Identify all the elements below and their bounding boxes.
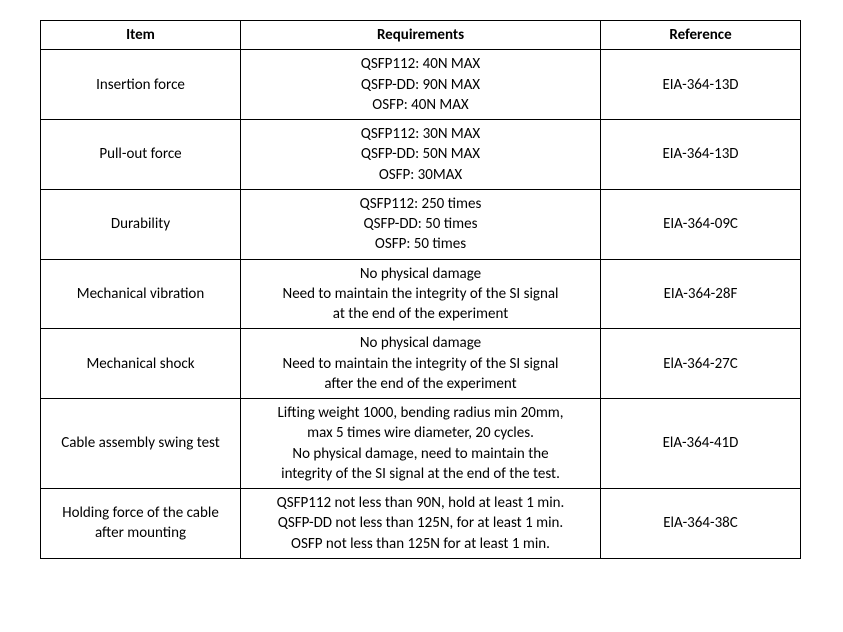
item-cell: Holding force of the cable after mountin… bbox=[41, 489, 241, 559]
item-cell: Durability bbox=[41, 189, 241, 259]
requirement-line: Need to maintain the integrity of the SI… bbox=[247, 354, 594, 374]
reference-cell: ElA-364-38C bbox=[601, 489, 801, 559]
requirements-cell: QSFP112: 40N MAX QSFP-DD: 90N MAX OSFP: … bbox=[241, 50, 601, 120]
requirement-line: QSFP112: 250 times bbox=[247, 194, 594, 214]
requirements-cell: QSFP112: 250 times QSFP-DD: 50 times OSF… bbox=[241, 189, 601, 259]
col-header-reference: Reference bbox=[601, 21, 801, 50]
table-row: Pull-out force QSFP112: 30N MAX QSFP-DD:… bbox=[41, 120, 801, 190]
table-header-row: Item Requirements Reference bbox=[41, 21, 801, 50]
requirement-line: OSFP: 50 times bbox=[247, 234, 594, 254]
requirement-line: QSFP-DD: 90N MAX bbox=[247, 75, 594, 95]
requirement-line: QSFP-DD not less than 125N, for at least… bbox=[247, 513, 594, 533]
item-cell: Mechanical vibration bbox=[41, 259, 241, 329]
item-cell: Cable assembly swing test bbox=[41, 399, 241, 489]
requirement-line: QSFP112: 40N MAX bbox=[247, 54, 594, 74]
reference-cell: ElA-364-27C bbox=[601, 329, 801, 399]
requirement-line: Need to maintain the integrity of the SI… bbox=[247, 284, 594, 304]
requirement-line: QSFP-DD: 50N MAX bbox=[247, 144, 594, 164]
requirements-cell: QSFP112: 30N MAX QSFP-DD: 50N MAX OSFP: … bbox=[241, 120, 601, 190]
table-row: Cable assembly swing test Lifting weight… bbox=[41, 399, 801, 489]
requirements-cell: No physical damage Need to maintain the … bbox=[241, 329, 601, 399]
requirements-cell: No physical damage Need to maintain the … bbox=[241, 259, 601, 329]
reference-cell: EIA-364-13D bbox=[601, 50, 801, 120]
requirement-line: at the end of the experiment bbox=[247, 304, 594, 324]
requirement-line: No physical damage bbox=[247, 333, 594, 353]
table-body: Insertion force QSFP112: 40N MAX QSFP-DD… bbox=[41, 50, 801, 559]
requirement-line: integrity of the SI signal at the end of… bbox=[247, 464, 594, 484]
requirement-line: QSFP-DD: 50 times bbox=[247, 214, 594, 234]
table-header: Item Requirements Reference bbox=[41, 21, 801, 50]
table-row: Mechanical shock No physical damage Need… bbox=[41, 329, 801, 399]
requirement-line: OSFP: 30MAX bbox=[247, 165, 594, 185]
reference-cell: EIA-364-13D bbox=[601, 120, 801, 190]
requirement-line: max 5 times wire diameter, 20 cycles. bbox=[247, 423, 594, 443]
item-cell: Pull-out force bbox=[41, 120, 241, 190]
table-row: Durability QSFP112: 250 times QSFP-DD: 5… bbox=[41, 189, 801, 259]
col-header-item: Item bbox=[41, 21, 241, 50]
item-cell: Insertion force bbox=[41, 50, 241, 120]
requirement-line: OSFP: 40N MAX bbox=[247, 95, 594, 115]
table-row: Mechanical vibration No physical damage … bbox=[41, 259, 801, 329]
reference-cell: EIA-364-09C bbox=[601, 189, 801, 259]
spec-table: Item Requirements Reference Insertion fo… bbox=[40, 20, 801, 559]
requirement-line: No physical damage bbox=[247, 264, 594, 284]
requirements-cell: Lifting weight 1000, bending radius min … bbox=[241, 399, 601, 489]
page: Item Requirements Reference Insertion fo… bbox=[0, 0, 843, 579]
col-header-requirements: Requirements bbox=[241, 21, 601, 50]
requirements-cell: QSFP112 not less than 90N, hold at least… bbox=[241, 489, 601, 559]
requirement-line: after the end of the experiment bbox=[247, 374, 594, 394]
table-row: Holding force of the cable after mountin… bbox=[41, 489, 801, 559]
reference-cell: EIA-364-28F bbox=[601, 259, 801, 329]
requirement-line: No physical damage, need to maintain the bbox=[247, 444, 594, 464]
requirement-line: Lifting weight 1000, bending radius min … bbox=[247, 403, 594, 423]
requirement-line: QSFP112 not less than 90N, hold at least… bbox=[247, 493, 594, 513]
item-cell: Mechanical shock bbox=[41, 329, 241, 399]
requirement-line: OSFP not less than 125N for at least 1 m… bbox=[247, 534, 594, 554]
table-row: Insertion force QSFP112: 40N MAX QSFP-DD… bbox=[41, 50, 801, 120]
reference-cell: ElA-364-41D bbox=[601, 399, 801, 489]
requirement-line: QSFP112: 30N MAX bbox=[247, 124, 594, 144]
